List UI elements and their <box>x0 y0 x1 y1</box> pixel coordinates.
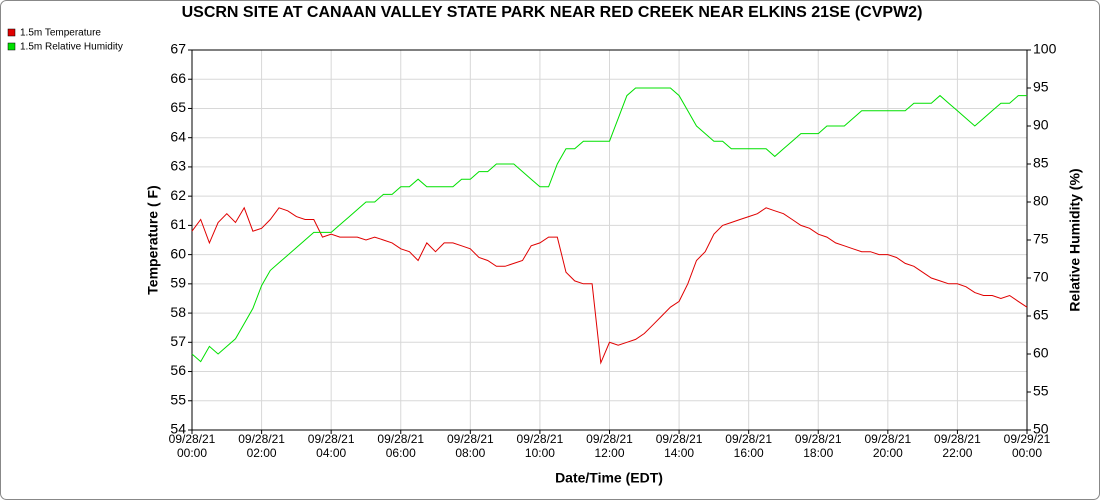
x-tick-label: 09/28/21 02:00 <box>238 432 285 460</box>
x-tick-label: 09/29/21 00:00 <box>1004 432 1051 460</box>
x-tick-label: 09/28/21 00:00 <box>169 432 216 460</box>
x-tick-label: 09/28/21 04:00 <box>308 432 355 460</box>
y-tick-label: 64 <box>170 128 186 144</box>
y2-tick-label: 60 <box>1033 345 1049 361</box>
y2-tick-label: 85 <box>1033 155 1049 171</box>
legend-label: 1.5m Relative Humidity <box>20 42 123 53</box>
legend-swatch <box>7 42 16 51</box>
x-tick-label: 09/28/21 22:00 <box>934 432 981 460</box>
data-line <box>191 87 1027 363</box>
y-tick-label: 62 <box>170 187 186 203</box>
x-tick-label: 09/28/21 06:00 <box>377 432 424 460</box>
y-tick-label: 58 <box>170 304 186 320</box>
y2-tick-label: 100 <box>1033 41 1057 57</box>
x-tick-label: 09/28/21 18:00 <box>795 432 842 460</box>
y-tick-label: 67 <box>170 41 186 57</box>
y-tick-label: 56 <box>170 362 186 378</box>
plot-border <box>191 49 1028 431</box>
y2-tick-label: 95 <box>1033 79 1049 95</box>
y2-tick-label: 90 <box>1033 117 1049 133</box>
y2-tick-label: 75 <box>1033 231 1049 247</box>
data-line <box>191 206 1028 365</box>
y2-tick-label: 70 <box>1033 269 1049 285</box>
y-tick-label: 60 <box>170 245 186 261</box>
y2-tick-label: 55 <box>1033 383 1049 399</box>
y2-axis-title: Relative Humidity (%) <box>1067 168 1083 311</box>
y-tick-label: 54 <box>170 421 186 437</box>
y2-tick-label: 80 <box>1033 193 1049 209</box>
y-axis-title: Temperature ( F) <box>145 185 161 294</box>
y-tick-label: 63 <box>170 158 186 174</box>
legend-label: 1.5m Temperature <box>20 28 101 39</box>
x-tick-label: 09/28/21 20:00 <box>864 432 911 460</box>
y-tick-label: 65 <box>170 99 186 115</box>
x-tick-label: 09/28/21 12:00 <box>586 432 633 460</box>
x-tick-label: 09/28/21 14:00 <box>656 432 703 460</box>
y-tick-label: 66 <box>170 70 186 86</box>
x-tick-label: 09/28/21 16:00 <box>725 432 772 460</box>
x-axis-title: Date/Time (EDT) <box>555 470 663 486</box>
y-tick-label: 61 <box>170 216 186 232</box>
chart-title: USCRN SITE AT CANAAN VALLEY STATE PARK N… <box>182 4 923 21</box>
y2-tick-label: 65 <box>1033 307 1049 323</box>
legend-swatch <box>7 28 16 37</box>
x-tick-label: 09/28/21 10:00 <box>517 432 564 460</box>
y2-tick-label: 50 <box>1033 421 1049 437</box>
y-tick-label: 57 <box>170 333 186 349</box>
y-tick-label: 55 <box>170 391 186 407</box>
x-tick-label: 09/28/21 08:00 <box>447 432 494 460</box>
y-tick-label: 59 <box>170 275 186 291</box>
